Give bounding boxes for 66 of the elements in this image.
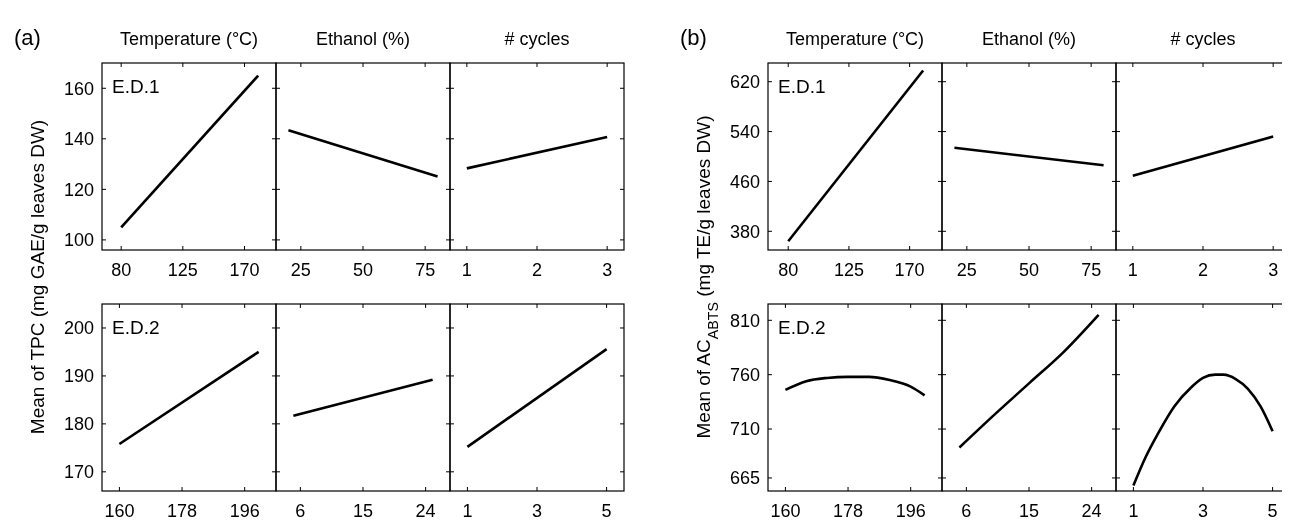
annotation: E.D.2 (112, 317, 160, 338)
x-tick-label: 24 (1081, 501, 1102, 520)
line-series (784, 375, 926, 397)
y-tick-label: 170 (63, 462, 94, 483)
chart-title: Ethanol (%) (315, 29, 411, 49)
x-tick-label: 170 (894, 260, 925, 280)
x-tick-label: 75 (1081, 260, 1102, 280)
x-tick-label: 178 (833, 501, 864, 520)
x-tick-label: 75 (415, 260, 436, 280)
x-tick-label: 160 (770, 501, 801, 520)
x-tick-label: 196 (229, 501, 260, 520)
x-tick-label: 15 (1018, 501, 1040, 520)
chart-title: Ethanol (%) (981, 29, 1077, 49)
annotation: E.D.2 (778, 317, 826, 338)
text: (a) (14, 25, 41, 50)
x-tick-label: 50 (1018, 260, 1040, 280)
x-tick-label: 3 (602, 260, 613, 280)
x-tick-label: 80 (111, 260, 132, 280)
x-tick-label: 125 (167, 260, 198, 280)
chart-title: Temperature (°C) (119, 29, 259, 49)
x-tick-label: 1 (1127, 260, 1138, 280)
y-tick-label: 100 (63, 230, 94, 251)
x-tick-label: 50 (352, 260, 374, 280)
chart-title: Temperature (°C) (785, 29, 925, 49)
y-axis-title: Mean of TPC (mg GAE/g leaves DW) (27, 119, 48, 435)
x-tick-label: 1 (1128, 501, 1139, 520)
x-tick-label: 2 (531, 260, 543, 280)
x-tick-label: 24 (415, 501, 436, 520)
y-tick-label: 460 (729, 171, 760, 192)
y-tick-label: 710 (729, 419, 760, 440)
x-tick-label: 25 (290, 260, 311, 280)
x-tick-label: 178 (167, 501, 198, 520)
y-tick-label: 620 (729, 72, 760, 92)
x-tick-label: 160 (104, 501, 135, 520)
x-tick-label: 196 (895, 501, 926, 520)
y-tick-label: 760 (729, 364, 760, 385)
x-tick-label: 125 (833, 260, 864, 280)
chart-title: # cycles (1170, 29, 1236, 49)
x-tick-label: 80 (778, 260, 799, 280)
y-tick-label: 540 (729, 121, 760, 142)
annotation: E.D.1 (778, 76, 826, 97)
y-tick-label: 190 (63, 366, 94, 387)
text: (b) (680, 25, 707, 50)
y-tick-label: 380 (729, 221, 760, 242)
y-tick-label: 200 (63, 318, 94, 339)
y-tick-label: 120 (63, 179, 94, 200)
chart-title: # cycles (504, 29, 570, 49)
x-tick-label: 6 (295, 501, 306, 520)
x-tick-label: 1 (462, 501, 473, 520)
x-tick-label: 5 (601, 501, 612, 520)
y-tick-label: 810 (729, 310, 760, 331)
y-tick-label: 665 (729, 468, 760, 489)
annotation: E.D.1 (112, 76, 160, 97)
x-tick-label: 6 (961, 501, 972, 520)
x-tick-label: 3 (531, 501, 543, 520)
y-tick-label: 180 (63, 414, 94, 435)
x-tick-label: 1 (461, 260, 472, 280)
x-tick-label: 2 (1197, 260, 1209, 280)
y-tick-label: 160 (63, 78, 94, 99)
y-tick-label: 140 (63, 129, 94, 150)
x-tick-label: 3 (1197, 501, 1209, 520)
x-tick-label: 3 (1268, 260, 1279, 280)
x-tick-label: 25 (956, 260, 977, 280)
x-tick-label: 170 (229, 260, 260, 280)
x-tick-label: 15 (352, 501, 374, 520)
x-tick-label: 5 (1267, 501, 1278, 520)
